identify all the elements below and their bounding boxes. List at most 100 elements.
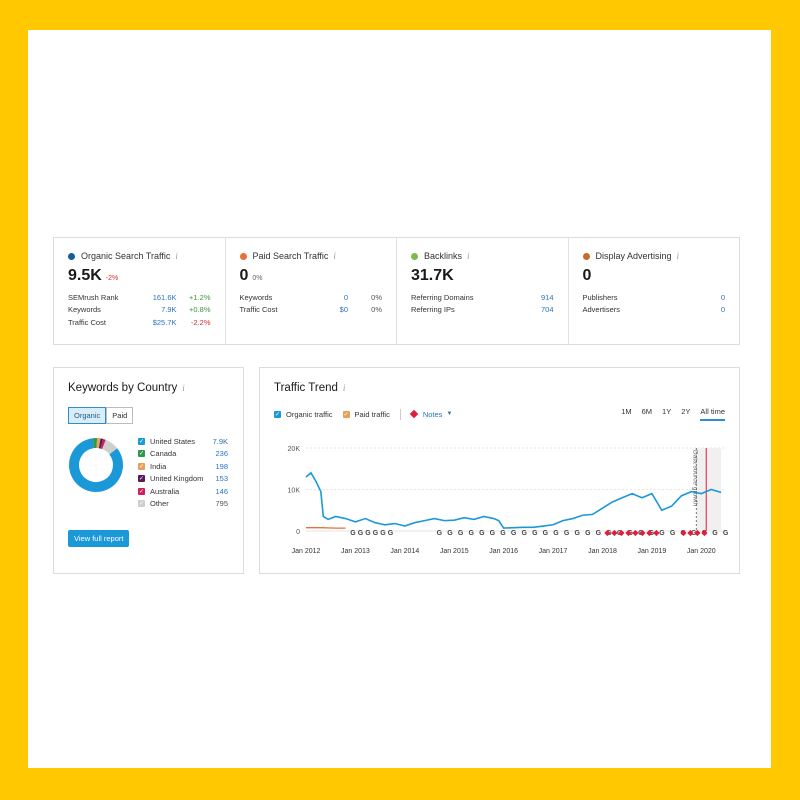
google-update-marker[interactable]: G: [670, 530, 676, 537]
google-update-marker[interactable]: G: [500, 530, 506, 537]
donut-slice[interactable]: [69, 438, 123, 492]
checkbox-checked-icon[interactable]: ✓: [274, 410, 281, 418]
widget-value[interactable]: 31.7K: [411, 267, 454, 284]
traffic-trend-card: Traffic Trend i ✓ Organic traffic ✓ Paid…: [259, 367, 740, 574]
country-legend-item[interactable]: ✓ United States 7.9K: [138, 436, 228, 446]
country-legend-item[interactable]: ✓ United Kingdom 153: [138, 474, 228, 484]
tab-paid[interactable]: Paid: [106, 407, 134, 424]
google-update-marker[interactable]: G: [468, 530, 474, 537]
checkbox-checked-icon[interactable]: ✓: [138, 487, 145, 495]
google-update-marker[interactable]: G: [659, 530, 665, 537]
x-tick-label: Jan 2016: [489, 548, 518, 555]
x-tick-label: Jan 2015: [440, 548, 469, 555]
google-update-marker[interactable]: G: [373, 530, 379, 537]
google-update-marker[interactable]: G: [585, 530, 591, 537]
widget-title[interactable]: Display Advertising: [595, 251, 672, 261]
google-update-marker[interactable]: G: [574, 530, 580, 537]
widget-value[interactable]: 9.5K: [68, 267, 102, 284]
google-update-marker[interactable]: G: [458, 530, 464, 537]
checkbox-checked-icon[interactable]: ✓: [138, 462, 145, 470]
google-update-marker[interactable]: G: [447, 530, 453, 537]
range-1m[interactable]: 1M: [621, 407, 632, 416]
checkbox-checked-icon[interactable]: ✓: [342, 410, 350, 418]
notes-diamond-icon: [409, 409, 419, 419]
widget-title[interactable]: Organic Search Traffic: [81, 251, 171, 261]
google-update-marker[interactable]: G: [365, 530, 371, 537]
metric-row: Keywords 7.9K +0.8%: [68, 305, 211, 315]
organic-traffic-toggle[interactable]: ✓ Organic traffic: [274, 409, 333, 419]
y-tick-label: 20K: [288, 446, 301, 453]
google-update-marker[interactable]: G: [437, 530, 443, 537]
google-update-marker[interactable]: G: [511, 530, 517, 537]
x-tick-label: Jan 2014: [390, 548, 419, 555]
google-update-marker[interactable]: G: [723, 530, 729, 537]
organic-dot-icon: [68, 252, 75, 260]
traffic-trend-chart: 20K 10K 0 Jan 2012 Jan 2013 Jan 2014 Jan 2015 J…: [288, 446, 729, 555]
range-1y[interactable]: 1Y: [662, 407, 672, 416]
google-update-marker[interactable]: G: [712, 530, 718, 537]
google-update-marker[interactable]: G: [350, 530, 356, 537]
tab-organic[interactable]: Organic: [68, 407, 107, 424]
donut-slice[interactable]: [100, 438, 106, 450]
organic-search-traffic-widget: Organic Search Traffic i 9.5K -2% SEMrus…: [54, 238, 226, 344]
caret-down-icon: ▼: [446, 411, 453, 417]
checkbox-checked-icon[interactable]: ✓: [138, 475, 145, 483]
info-icon[interactable]: i: [333, 251, 336, 261]
range-2y[interactable]: 2Y: [681, 407, 691, 416]
y-tick-label: 0: [296, 529, 300, 536]
info-icon[interactable]: i: [467, 251, 470, 261]
data-source-band: [696, 448, 722, 531]
checkbox-checked-icon[interactable]: ✓: [138, 450, 145, 458]
view-full-report-button[interactable]: View full report: [68, 530, 130, 547]
widget-value[interactable]: 0: [582, 267, 592, 284]
google-update-marker[interactable]: G: [521, 530, 527, 537]
checkbox-checked-icon[interactable]: ✓: [138, 500, 145, 508]
google-update-marker[interactable]: G: [388, 530, 394, 537]
range-all-time[interactable]: All time: [700, 407, 725, 421]
widget-title[interactable]: Backlinks: [424, 251, 463, 261]
google-update-marker[interactable]: G: [490, 530, 496, 537]
info-icon[interactable]: i: [175, 251, 178, 261]
country-legend-item[interactable]: ✓ India 198: [138, 461, 228, 471]
country-legend: ✓ United States 7.9K ✓ Canada 236 ✓ India 198 ✓ Un…: [138, 435, 228, 510]
country-legend-item[interactable]: ✓ Canada 236: [138, 449, 228, 459]
google-update-marker[interactable]: G: [564, 530, 570, 537]
paid-dot-icon: [239, 252, 247, 260]
info-icon[interactable]: i: [676, 251, 680, 261]
google-update-marker[interactable]: G: [691, 530, 697, 537]
country-legend-item[interactable]: ✓ Australia 146: [138, 486, 228, 496]
donut-slice[interactable]: [101, 439, 118, 455]
info-icon[interactable]: i: [342, 383, 346, 393]
google-update-marker[interactable]: G: [358, 530, 364, 537]
google-update-marker[interactable]: G: [479, 530, 485, 537]
metric-row: Referring Domains 914: [411, 292, 554, 302]
paid-traffic-toggle[interactable]: ✓ Paid traffic: [342, 409, 390, 419]
country-legend-item[interactable]: ✓ Other 795: [138, 499, 228, 509]
organic-paid-toggle: Organic Paid: [68, 407, 229, 424]
google-update-marker[interactable]: G: [596, 530, 602, 537]
organic-traffic-line[interactable]: [305, 471, 722, 529]
display-advertising-widget: Display Advertising i 0 Publishers 0 Adv…: [569, 238, 740, 344]
widget-title[interactable]: Paid Search Traffic: [252, 251, 329, 261]
range-6m[interactable]: 6M: [641, 407, 653, 416]
metric-row: Traffic Cost $0 0%: [239, 305, 383, 315]
notes-dropdown[interactable]: Notes ▼: [409, 409, 453, 419]
metric-row: Keywords 0 0%: [239, 292, 383, 302]
widget-value[interactable]: 0: [239, 267, 249, 284]
x-tick-label: Jan 2013: [341, 548, 370, 555]
display-dot-icon: [582, 252, 590, 260]
google-update-marker[interactable]: G: [553, 530, 559, 537]
x-tick-label: Jan 2018: [588, 548, 617, 555]
metric-row: SEMrush Rank 161.6K +1.2%: [68, 292, 211, 302]
x-tick-label: Jan 2017: [539, 548, 568, 555]
x-tick-label: Jan 2012: [292, 548, 321, 555]
google-update-marker[interactable]: G: [543, 530, 549, 537]
checkbox-checked-icon[interactable]: ✓: [138, 437, 145, 445]
google-update-marker[interactable]: G: [380, 530, 386, 537]
google-update-marker[interactable]: G: [532, 530, 538, 537]
domain-overview-panel: Organic Search Traffic i 9.5K -2% SEMrus…: [53, 237, 740, 345]
info-icon[interactable]: i: [182, 383, 185, 393]
metric-row: Traffic Cost $25.7K -2.2%: [68, 317, 211, 327]
widget-delta: -2%: [105, 275, 119, 282]
divider: [399, 408, 401, 420]
